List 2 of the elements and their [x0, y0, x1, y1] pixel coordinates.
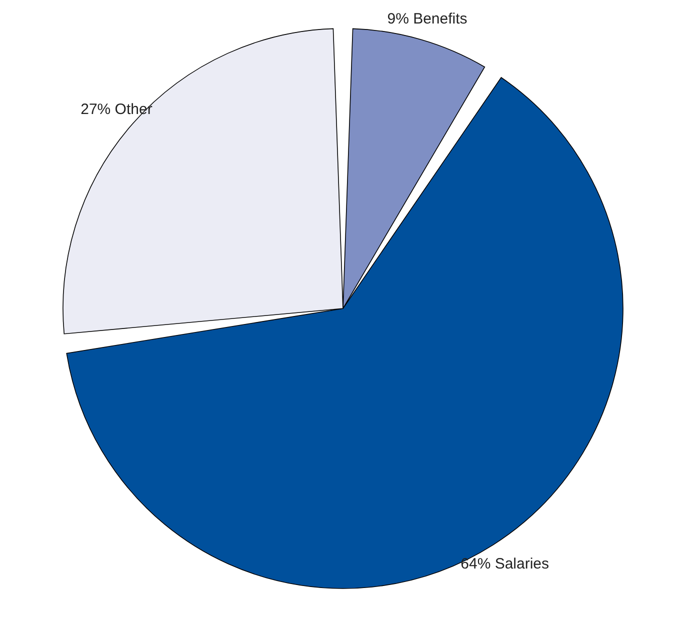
slice-label: 9% Benefits	[387, 10, 468, 28]
slice-label: 64% Salaries	[460, 555, 550, 572]
